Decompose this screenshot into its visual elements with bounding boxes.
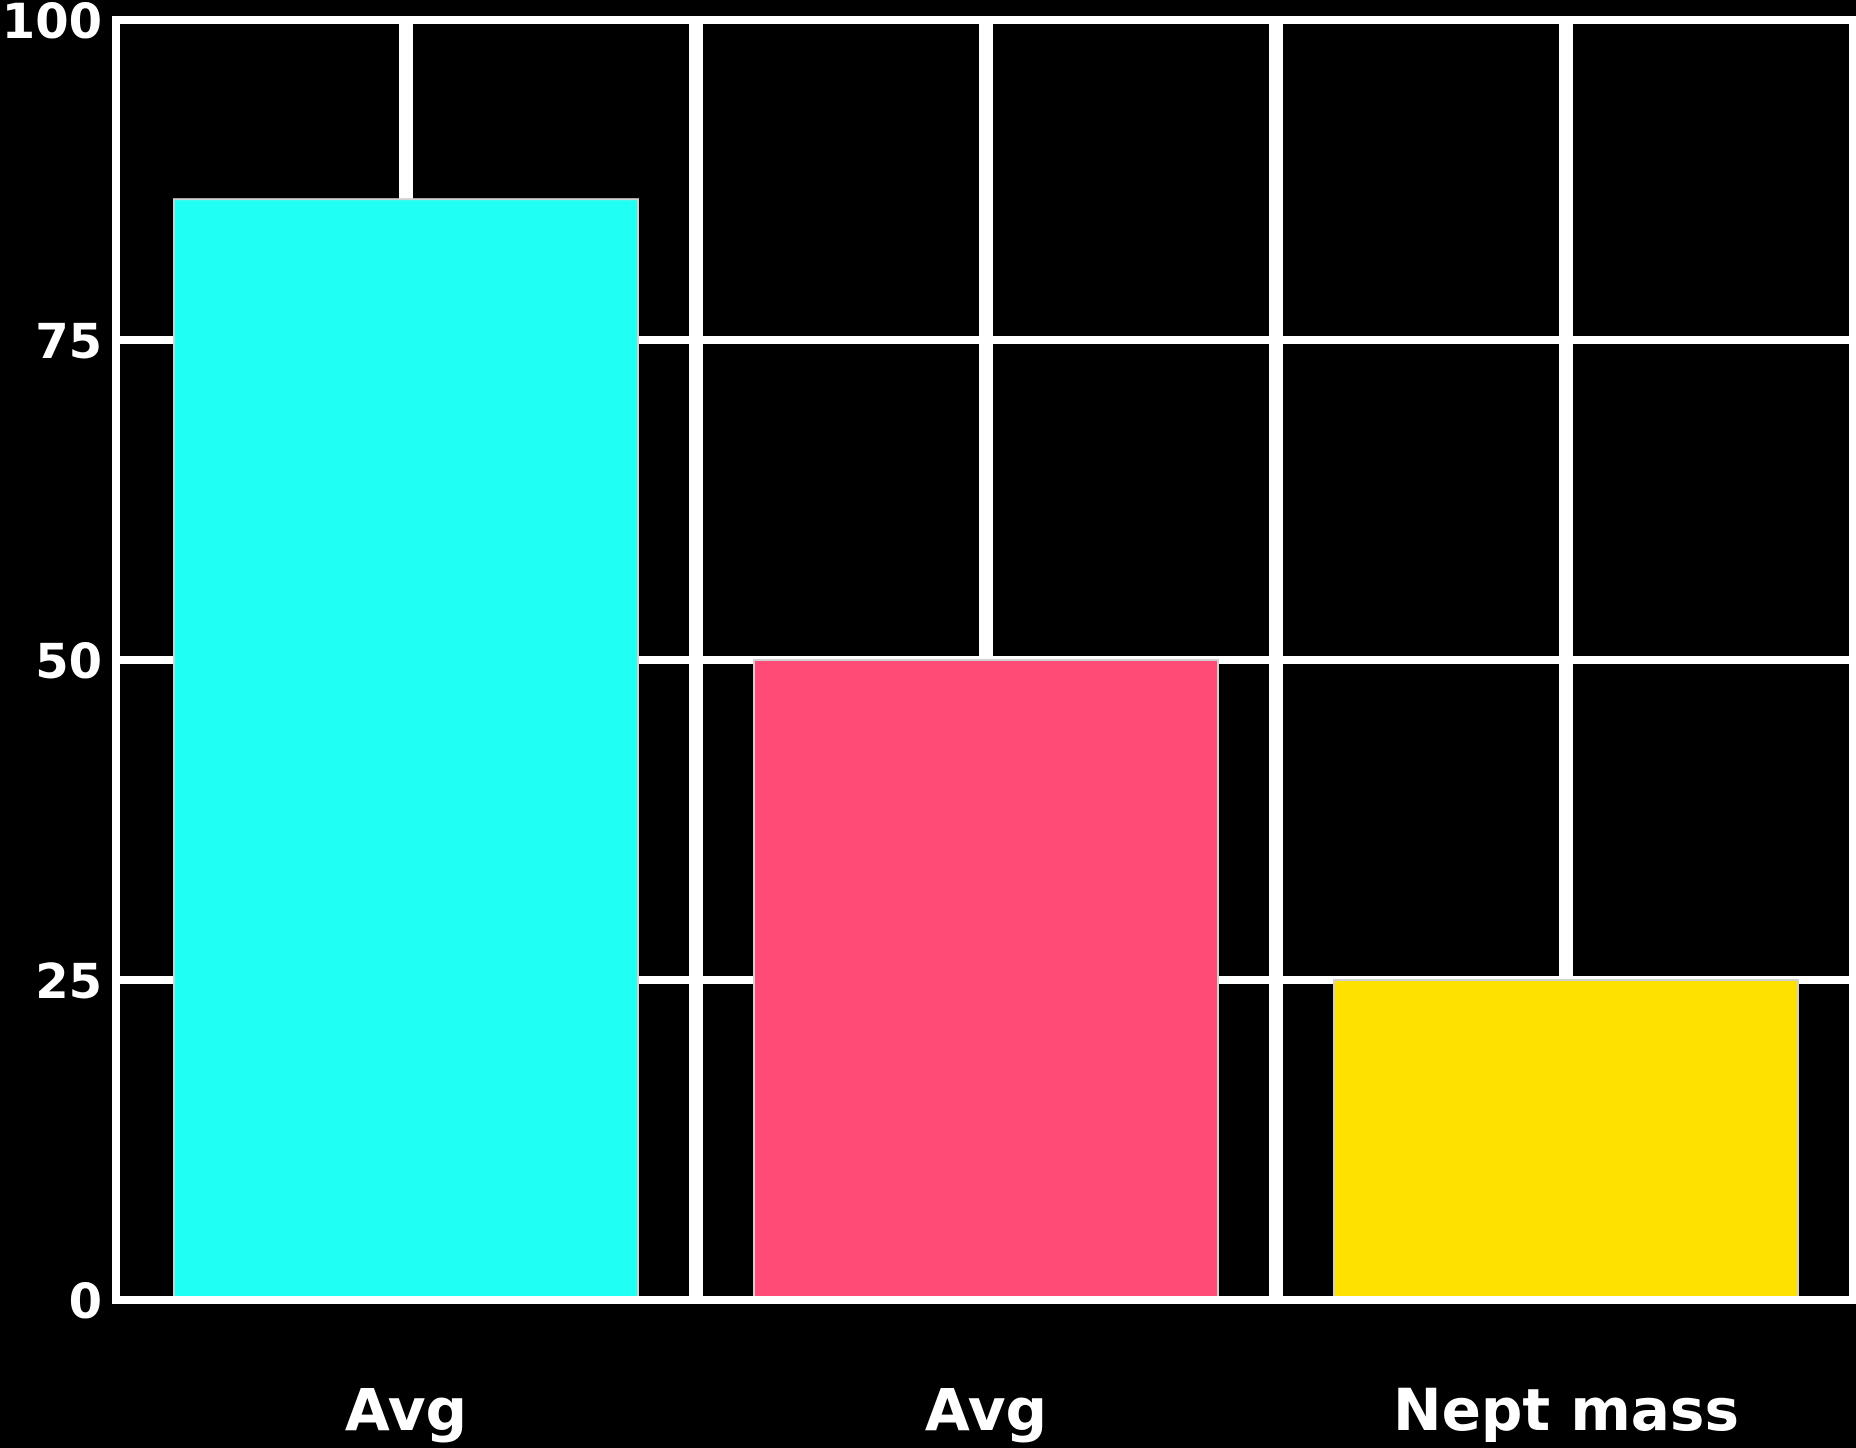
x-tick-labels: Avg Avg Nept mass: [345, 1376, 1739, 1444]
x-tick-label: Avg: [925, 1376, 1047, 1444]
x-tick-label: Nept mass: [1393, 1376, 1739, 1444]
bars: [173, 198, 1799, 1302]
bar: [173, 198, 639, 1302]
y-tick-label: 100: [2, 0, 102, 50]
y-tick-label: 50: [35, 634, 102, 690]
bar: [753, 659, 1219, 1301]
y-tick-labels: 0 25 50 75 100: [2, 0, 102, 1330]
axes: [112, 16, 1856, 1304]
y-tick-label: 25: [35, 954, 102, 1010]
bar: [1333, 979, 1799, 1301]
x-tick-label: Avg: [345, 1376, 467, 1444]
y-tick-label: 75: [35, 314, 102, 370]
y-tick-label: 0: [69, 1274, 102, 1330]
